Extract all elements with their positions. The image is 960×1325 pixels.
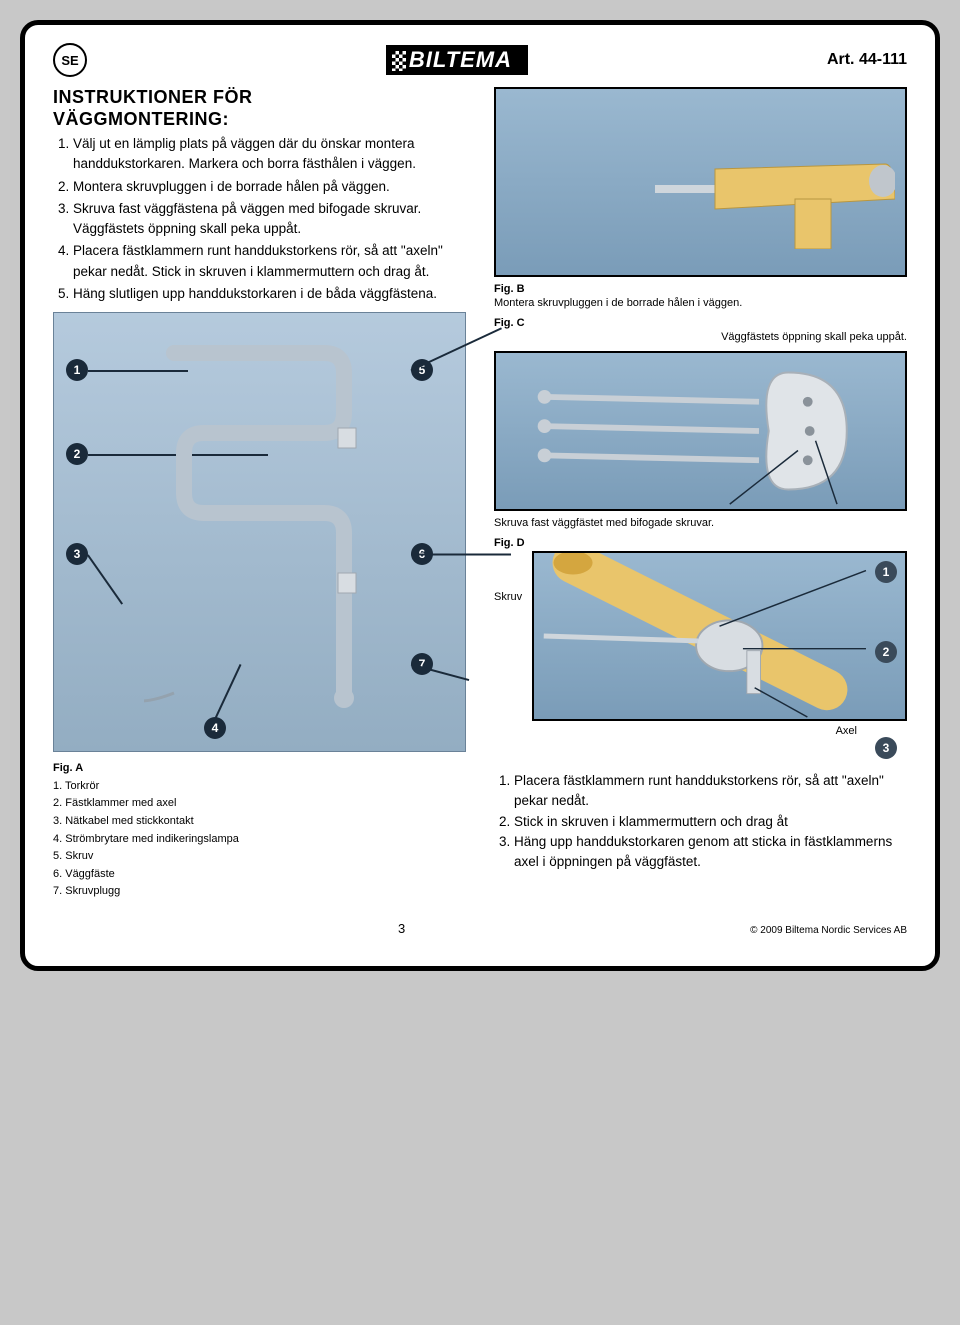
skruv-label: Skruv [494,591,522,603]
drill-icon [655,139,895,249]
figure-c-illustration [494,351,907,511]
clamp-icon [534,553,905,719]
right-step: Häng upp handdukstorkaren genom att stic… [514,832,907,873]
instruction-step: Placera fästklammern runt handdukstorken… [73,241,466,282]
figure-c-label: Fig. C [494,317,907,329]
fig-d-callout-1: 1 [875,561,897,583]
title-line-1: INSTRUKTIONER FÖR [53,87,253,107]
callout-3: 3 [66,543,88,565]
instruction-step: Välj ut en lämplig plats på väggen där d… [73,134,466,175]
figure-b-label: Fig. B [494,283,907,295]
article-number: Art. 44-111 [827,51,907,69]
section-title: INSTRUKTIONER FÖR VÄGGMONTERING: [53,87,466,130]
callout-2: 2 [66,443,88,465]
fig-d-callout-2: 2 [875,641,897,663]
right-step: Stick in skruven i klammermuttern och dr… [514,812,907,832]
right-instructions: Placera fästklammern runt handdukstorken… [494,771,907,872]
part-item: 6. Väggfäste [53,866,466,884]
checker-icon [392,51,406,71]
logo-container: BILTEMA [87,45,827,75]
axel-label: Axel [836,725,857,737]
figure-a-label: Fig. A [53,760,466,778]
language-badge: SE [53,43,87,77]
figure-b-illustration [494,87,907,277]
copyright: © 2009 Biltema Nordic Services AB [750,925,907,936]
figure-a-legend: Fig. A 1. Torkrör 2. Fästklammer med axe… [53,760,466,901]
instructions-list: Välj ut en lämplig plats på väggen där d… [53,134,466,304]
figure-d-label: Fig. D [494,537,907,549]
header: SE BILTEMA Art. 44-111 [53,43,907,77]
wall-bracket-icon [496,353,905,509]
page-number: 3 [398,921,405,936]
title-line-2: VÄGGMONTERING: [53,109,229,129]
part-item: 1. Torkrör [53,778,466,796]
callout-line [87,555,123,605]
figure-c-caption-lower: Skruva fast väggfästet med bifogade skru… [494,517,907,529]
page-frame: SE BILTEMA Art. 44-111 INSTRUKTIONER FÖR… [20,20,940,971]
part-item: 5. Skruv [53,848,466,866]
part-item: 7. Skruvplugg [53,883,466,901]
logo: BILTEMA [386,45,528,75]
footer: 3 © 2009 Biltema Nordic Services AB [53,921,907,936]
fig-d-callout-3: 3 [875,737,897,759]
left-column: INSTRUKTIONER FÖR VÄGGMONTERING: Välj ut… [53,87,466,901]
figure-c-caption-top: Väggfästets öppning skall peka uppåt. [494,331,907,343]
part-item: 4. Strömbrytare med indikeringslampa [53,831,466,849]
part-item: 2. Fästklammer med axel [53,795,466,813]
figure-b-caption: Montera skruvpluggen i de borrade hålen … [494,297,907,309]
figure-d-illustration: 1 2 3 [532,551,907,721]
callout-line [411,328,502,372]
part-item: 3. Nätkabel med stickkontakt [53,813,466,831]
instruction-step: Skruva fast väggfästena på väggen med bi… [73,199,466,240]
towel-rail-icon [144,343,384,713]
callout-line [411,554,511,556]
instruction-step: Montera skruvpluggen i de borrade hålen … [73,177,466,197]
callout-4: 4 [204,717,226,739]
instruction-step: Häng slutligen upp handdukstorkaren i de… [73,284,466,304]
callout-1: 1 [66,359,88,381]
right-column: Fig. B Montera skruvpluggen i de borrade… [494,87,907,901]
logo-text: BILTEMA [409,47,512,72]
right-step: Placera fästklammern runt handdukstorken… [514,771,907,812]
figure-a-illustration: 1 2 3 4 5 6 7 [53,312,466,752]
